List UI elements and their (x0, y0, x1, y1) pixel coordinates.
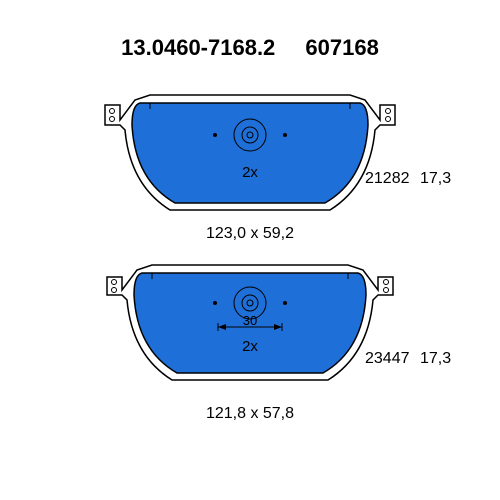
bottom-pad-diagram: 30 2x (100, 255, 400, 405)
bottom-pad-dimensions: 121,8 x 57,8 (0, 405, 500, 423)
bottom-pad-bore-dim: 30 (243, 313, 257, 328)
bottom-pad-thickness: 17,3 (420, 350, 451, 368)
top-pad-svg: 2x (100, 85, 400, 225)
bottom-pad-svg: 30 2x (100, 255, 400, 405)
product-code: 607168 (305, 35, 378, 60)
top-pad-multiplier: 2x (242, 164, 258, 181)
top-pad-friction (132, 103, 368, 203)
top-pad-thickness: 17,3 (420, 170, 451, 188)
header: 13.0460-7168.2 607168 (0, 35, 500, 61)
top-pad-dimensions: 123,0 x 59,2 (0, 225, 500, 243)
bottom-pad-multiplier: 2x (242, 338, 258, 355)
top-pad-diagram: 2x (100, 85, 400, 225)
part-number: 13.0460-7168.2 (121, 35, 275, 60)
bottom-pad-side-code: 23447 (365, 350, 410, 368)
top-pad-side-code: 21282 (365, 170, 410, 188)
